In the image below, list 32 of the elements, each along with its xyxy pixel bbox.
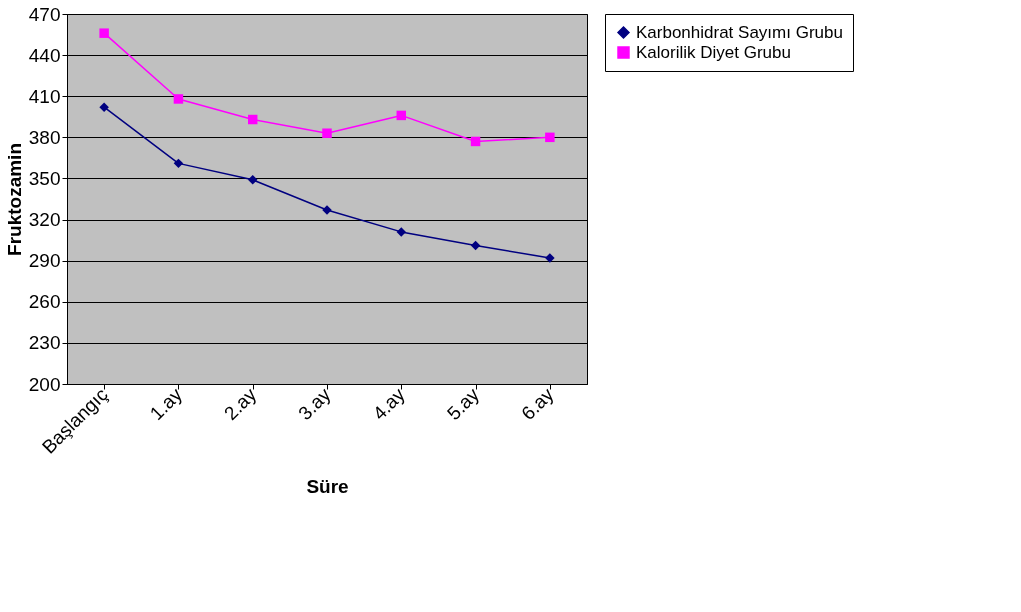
y-tick-label: 470 — [28, 3, 61, 25]
point — [173, 94, 184, 104]
y-tick-label: 290 — [28, 250, 61, 272]
x-tick-label: 5.ay — [442, 383, 484, 424]
y-tick-label: 440 — [28, 44, 61, 66]
x-tick-label: 1.ay — [145, 383, 187, 424]
y-tick-label: 230 — [28, 332, 61, 354]
x-tick-label: 3.ay — [294, 383, 335, 424]
point — [545, 132, 555, 143]
x-axis-title: Süre — [306, 475, 349, 497]
point — [396, 227, 407, 237]
point — [247, 175, 258, 185]
x-tick-label: 6.ay — [517, 383, 558, 424]
point — [99, 102, 109, 112]
legend-label: Karbonhidrat Sayımı Grubu — [636, 22, 843, 42]
y-tick-label: 350 — [28, 167, 61, 189]
y-tick-label: 200 — [28, 373, 61, 395]
legend-label: Kalorilik Diyet Grubu — [636, 42, 791, 62]
point — [470, 136, 481, 147]
y-tick-label: 260 — [28, 291, 61, 313]
y-tick-label: 380 — [28, 126, 61, 148]
point — [470, 240, 481, 251]
point — [396, 110, 407, 121]
x-tick-label: 4.ay — [368, 383, 410, 424]
y-axis-title: Fruktozamin — [3, 143, 25, 256]
x-tick-label: 2.ay — [220, 383, 261, 424]
point — [247, 114, 258, 125]
y-tick-label: 410 — [28, 85, 61, 107]
point — [99, 28, 109, 38]
y-tick-label: 320 — [28, 209, 61, 231]
point — [173, 158, 184, 169]
point — [322, 128, 332, 138]
